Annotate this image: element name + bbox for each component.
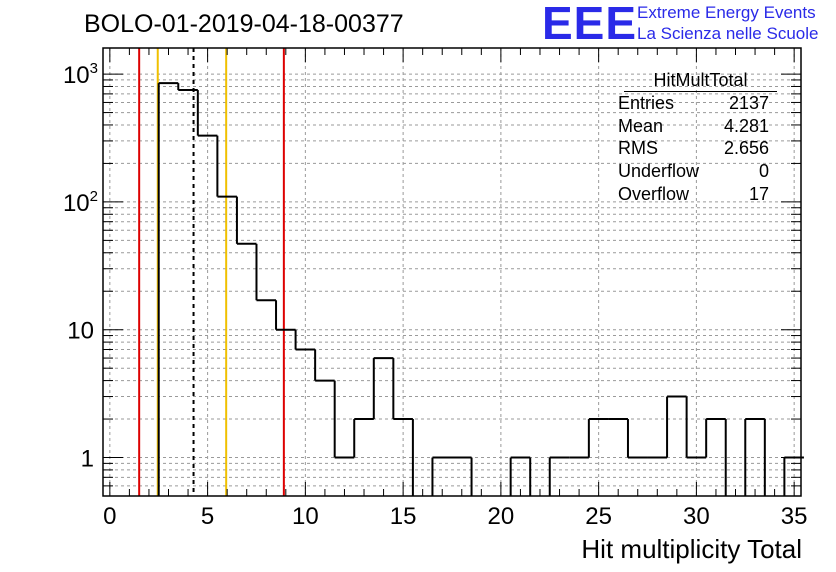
stats-value: 2137 <box>728 93 769 113</box>
x-tick-label: 30 <box>683 503 710 530</box>
histogram-bars <box>157 82 804 496</box>
y-tick-label: 1 <box>81 446 94 473</box>
chart-title: BOLO-01-2019-04-18-00377 <box>84 10 404 38</box>
x-axis-title: Hit multiplicity Total <box>581 534 802 564</box>
plot-border <box>102 47 802 497</box>
tick-labels: 0 5 10 15 20 25 30 35 1 10 102 103 <box>63 60 808 530</box>
x-tick-label: 20 <box>488 503 515 530</box>
x-tick-label: 15 <box>390 503 417 530</box>
grid-lines <box>103 48 801 497</box>
x-tick-label: 10 <box>292 503 319 530</box>
stats-value: 0 <box>758 161 769 182</box>
stats-value: 4.281 <box>723 115 769 136</box>
stats-row-mean: Mean 4.281 <box>612 115 777 138</box>
x-tick-label: 35 <box>781 503 808 530</box>
y-tick-label: 102 <box>63 188 98 217</box>
logo-line-1: Extreme Energy Events <box>637 3 816 22</box>
logo-line-2: La Scienza nelle Scuole <box>637 24 819 43</box>
stats-title: HitMultTotal <box>624 70 777 92</box>
stats-row-entries: Entries 2137 <box>612 92 777 115</box>
stats-row-underflow: Underflow 0 <box>612 160 777 183</box>
stats-value: 2.656 <box>723 138 769 159</box>
plot-frame <box>102 47 802 497</box>
stats-box: HitMultTotal Entries 2137 Mean 4.281 RMS… <box>612 70 777 206</box>
stats-row-rms: RMS 2.656 <box>612 137 777 160</box>
stats-label: Entries <box>618 93 675 113</box>
stats-label: Mean <box>618 115 664 136</box>
x-tick-label: 25 <box>585 503 612 530</box>
stats-label: Overflow <box>618 183 690 204</box>
eee-logo: EEE <box>542 0 638 49</box>
stats-label: RMS <box>618 138 658 159</box>
x-tick-label: 5 <box>201 503 214 530</box>
x-tick-label: 0 <box>103 503 116 530</box>
y-tick-label: 103 <box>63 60 98 89</box>
y-tick-label: 10 <box>67 318 94 345</box>
stats-label: Underflow <box>618 161 700 182</box>
stats-row-overflow: Overflow 17 <box>612 183 777 206</box>
marker-lines <box>138 48 285 496</box>
stats-value: 17 <box>748 183 769 204</box>
axis-ticks <box>103 48 801 497</box>
